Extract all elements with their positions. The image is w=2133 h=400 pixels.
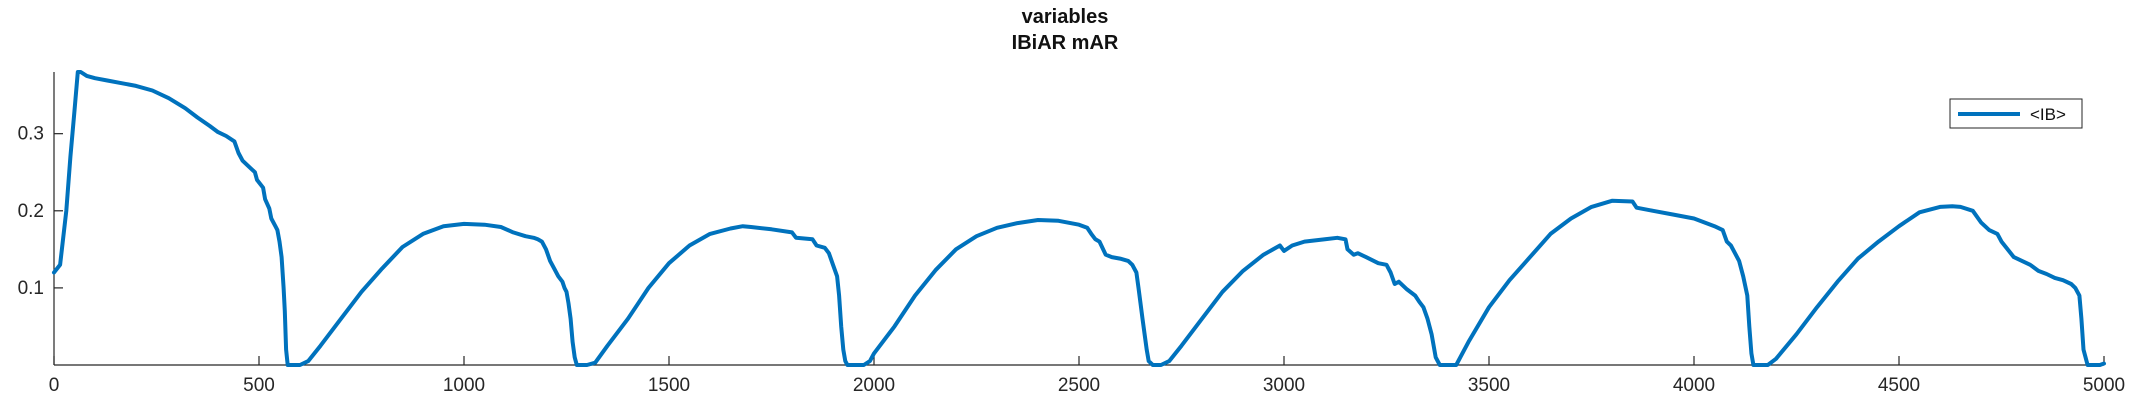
x-tick-label: 1000 [443, 375, 485, 396]
legend-label: <IB> [2030, 105, 2066, 124]
x-tick-label: 2000 [853, 375, 895, 396]
x-tick-label: 4000 [1673, 375, 1715, 396]
x-tick-label: 5000 [2083, 375, 2125, 396]
axes [53, 72, 2104, 366]
y-ticks: 0.1 0.2 0.3 [18, 124, 63, 299]
x-tick-label: 2500 [1058, 375, 1100, 396]
y-tick-label: 0.3 [18, 124, 44, 145]
series-line [52, 70, 2106, 367]
x-tick-label: 0 [49, 375, 60, 396]
x-tick-label: 500 [243, 375, 275, 396]
x-tick-label: 1500 [648, 375, 690, 396]
legend: <IB> [1949, 98, 2083, 129]
y-tick-label: 0.1 [18, 278, 44, 299]
y-tick-label: 0.2 [18, 201, 44, 222]
chart-subtitle: IBiAR mAR [1012, 32, 1119, 54]
series-layer [52, 70, 2106, 367]
x-tick-label: 3500 [1468, 375, 1510, 396]
x-tick-label: 4500 [1878, 375, 1920, 396]
x-ticks: 0 500 1000 1500 2000 2500 3000 3500 4000 4500 5000 [49, 356, 2125, 396]
x-tick-label: 3000 [1263, 375, 1305, 396]
chart-title: variables [1022, 6, 1109, 28]
